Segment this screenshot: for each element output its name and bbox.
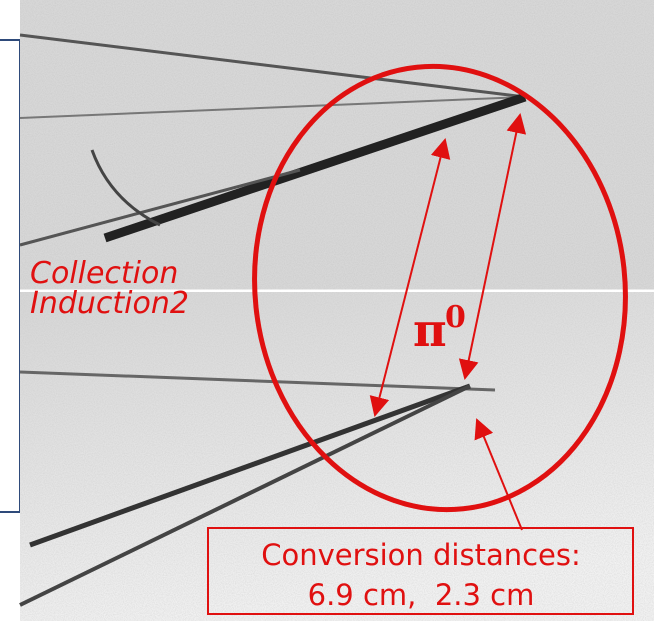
side-box [0,40,20,512]
callout-text: 6.9 cm, 2.3 cm [308,578,535,612]
particle-charge: 0 [445,300,466,335]
collection-view [20,0,654,290]
callout-text: Conversion distances: [261,538,581,572]
panel-label: Induction2 [30,286,189,321]
event-display: Collection Induction2 π 0 Conversion dis… [0,0,654,621]
particle-symbol: π [413,303,447,357]
